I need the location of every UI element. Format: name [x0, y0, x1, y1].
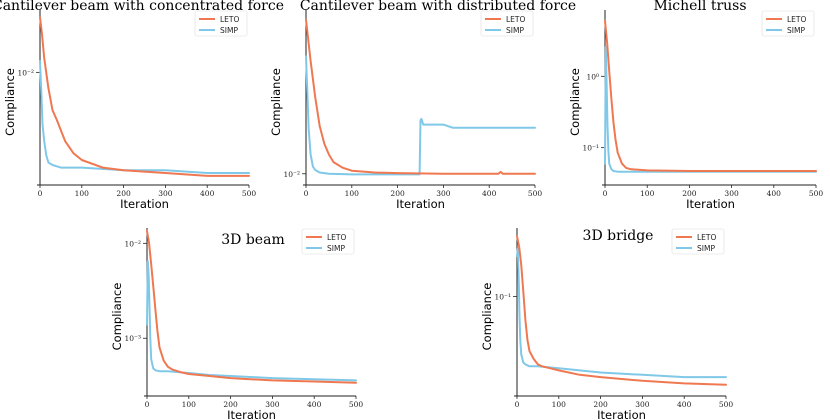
chart-3d-beam-title: 3D beam — [221, 232, 284, 248]
chart-cantilever-beam-with-distributed-force-ytick-label: 10⁻² — [283, 170, 300, 179]
chart-michell-truss-legend-label-simp: SIMP — [787, 26, 805, 35]
chart-cantilever-beam-with-distributed-force-series-simp — [305, 55, 536, 176]
chart-cantilever-beam-with-distributed-force-xtick-label: 200 — [390, 189, 405, 198]
chart-michell-truss-ylabel: Compliance — [568, 68, 582, 136]
chart-cantilever-beam-with-distributed-force-legend: LETO SIMP — [480, 10, 534, 37]
chart-michell-truss-xtick-label: 300 — [724, 189, 739, 198]
chart-cantilever-beam-with-concentrated-force-xtick-label: 100 — [75, 189, 90, 198]
chart-michell-truss-xtick-label: 0 — [603, 189, 608, 198]
chart-cantilever-beam-with-concentrated-force-series-leto — [39, 16, 250, 177]
chart-cantilever-beam-with-concentrated-force-legend-label-simp: SIMP — [220, 26, 238, 35]
chart-3d-bridge-xtick-label: 300 — [635, 400, 650, 409]
chart-cantilever-beam-with-concentrated-force-series-simp — [39, 60, 250, 174]
chart-cantilever-beam-with-distributed-force-xlabel: Iteration — [396, 197, 445, 211]
chart-michell-truss-xtick-label: 100 — [640, 189, 655, 198]
chart-3d-bridge-series-leto — [516, 235, 727, 386]
chart-3d-bridge-legend-label-leto: LETO — [697, 233, 716, 242]
chart-3d-beam-xtick-label: 200 — [223, 400, 238, 409]
chart-michell-truss-legend: LETO SIMP — [761, 10, 815, 37]
chart-michell-truss-ytick-label: 10⁰ — [586, 72, 599, 81]
chart-cantilever-beam-with-distributed-force-title: Cantilever beam with distributed force — [300, 0, 576, 14]
chart-cantilever-beam-with-distributed-force: Cantilever beam with distributed force 0 1… — [269, 0, 576, 211]
chart-3d-beam-xtick-label: 100 — [182, 400, 197, 409]
chart-michell-truss-ytick-label: 10⁻¹ — [582, 144, 599, 153]
chart-cantilever-beam-with-concentrated-force-legend: LETO SIMP — [194, 10, 248, 37]
chart-cantilever-beam-with-concentrated-force-ylabel: Compliance — [3, 68, 17, 136]
chart-3d-bridge-xtick-label: 500 — [719, 400, 734, 409]
chart-michell-truss-series-leto — [604, 19, 817, 172]
chart-3d-bridge-xtick-label: 200 — [593, 400, 608, 409]
chart-3d-bridge-ytick-label: 10⁻¹ — [494, 293, 511, 302]
chart-3d-bridge-xtick-label: 400 — [677, 400, 692, 409]
chart-3d-bridge-series-simp — [516, 247, 727, 379]
chart-cantilever-beam-with-distributed-force-ylabel: Compliance — [269, 68, 283, 136]
chart-3d-beam-ylabel: Compliance — [110, 283, 124, 351]
chart-cantilever-beam-with-concentrated-force-title: Cantilever beam with concentrated force — [0, 0, 284, 14]
chart-cantilever-beam-with-distributed-force-legend-label-leto: LETO — [506, 15, 525, 24]
chart-3d-bridge-legend-label-simp: SIMP — [697, 244, 715, 253]
chart-3d-bridge-xlabel: Iteration — [597, 408, 646, 420]
chart-3d-beam-xtick-label: 0 — [145, 400, 150, 409]
chart-michell-truss-series-simp — [604, 45, 817, 173]
chart-michell-truss-title: Michell truss — [653, 0, 746, 14]
chart-michell-truss-xtick-label: 200 — [682, 189, 697, 198]
chart-3d-beam: 3D beam 0 100 200 300 400 500 10⁻² 10⁻³ Iteration… — [110, 228, 363, 420]
chart-cantilever-beam-with-concentrated-force: Cantilever beam with concentrated force 0… — [0, 0, 284, 211]
chart-3d-bridge-legend: LETO SIMP — [671, 228, 725, 255]
chart-michell-truss: Michell truss 0 100 200 300 400 500 10⁰ 10⁻¹ Iter… — [568, 0, 823, 211]
chart-cantilever-beam-with-distributed-force-xtick-label: 300 — [436, 189, 451, 198]
chart-cantilever-beam-with-concentrated-force-ytick-label: 10⁻² — [17, 68, 34, 77]
chart-cantilever-beam-with-distributed-force-xtick-label: 100 — [345, 189, 360, 198]
chart-cantilever-beam-with-distributed-force-xtick-label: 500 — [528, 189, 543, 198]
chart-3d-beam-ytick-label: 10⁻² — [124, 239, 141, 248]
chart-michell-truss-xlabel: Iteration — [686, 197, 735, 211]
chart-cantilever-beam-with-concentrated-force-xtick-label: 500 — [242, 189, 257, 198]
chart-michell-truss-xtick-label: 500 — [809, 189, 824, 198]
chart-3d-beam-series-leto — [146, 229, 357, 384]
chart-cantilever-beam-with-concentrated-force-xtick-label: 300 — [158, 189, 173, 198]
chart-3d-beam-legend: LETO SIMP — [301, 228, 355, 255]
chart-3d-beam-legend-label-simp: SIMP — [327, 244, 345, 253]
chart-3d-beam-xtick-label: 300 — [265, 400, 280, 409]
chart-3d-beam-legend-label-leto: LETO — [327, 233, 346, 242]
chart-cantilever-beam-with-concentrated-force-legend-label-leto: LETO — [220, 15, 239, 24]
chart-3d-bridge: 3D bridge 0 100 200 300 400 500 10⁻¹ Iteration Co… — [480, 228, 733, 420]
chart-cantilever-beam-with-distributed-force-xtick-label: 0 — [304, 189, 309, 198]
chart-3d-beam-series-simp — [146, 260, 357, 382]
chart-cantilever-beam-with-concentrated-force-xtick-label: 200 — [116, 189, 131, 198]
chart-3d-bridge-xtick-label: 100 — [552, 400, 567, 409]
chart-cantilever-beam-with-distributed-force-series-leto — [305, 18, 536, 175]
chart-cantilever-beam-with-concentrated-force-xlabel: Iteration — [120, 197, 169, 211]
chart-michell-truss-xtick-label: 400 — [767, 189, 782, 198]
chart-3d-bridge-title: 3D bridge — [583, 228, 654, 244]
chart-3d-bridge-xtick-label: 0 — [515, 400, 520, 409]
chart-3d-beam-xlabel: Iteration — [227, 408, 276, 420]
chart-3d-beam-ytick-label: 10⁻³ — [124, 334, 141, 343]
chart-cantilever-beam-with-distributed-force-legend-label-simp: SIMP — [506, 26, 524, 35]
chart-michell-truss-legend-label-leto: LETO — [787, 15, 806, 24]
chart-cantilever-beam-with-concentrated-force-xtick-label: 0 — [38, 189, 43, 198]
chart-cantilever-beam-with-concentrated-force-xtick-label: 400 — [200, 189, 215, 198]
chart-cantilever-beam-with-distributed-force-xtick-label: 400 — [482, 189, 497, 198]
chart-3d-beam-xtick-label: 500 — [349, 400, 364, 409]
chart-3d-beam-xtick-label: 400 — [307, 400, 322, 409]
chart-3d-bridge-ylabel: Compliance — [480, 283, 494, 351]
